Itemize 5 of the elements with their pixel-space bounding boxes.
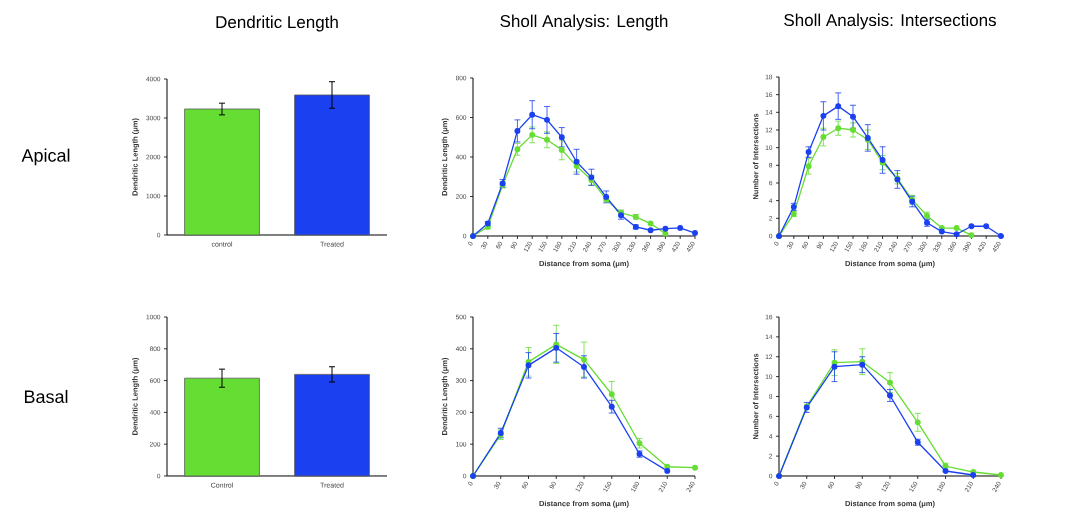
- text: Basal: [24, 389, 68, 404]
- chart-title: Dendritic Length: [216, 15, 338, 32]
- chart-title: Sholl Analysis: Length: [500, 14, 668, 31]
- chart-title: Sholl Analysis: Intersections: [784, 13, 996, 30]
- text: Apical: [21, 148, 70, 166]
